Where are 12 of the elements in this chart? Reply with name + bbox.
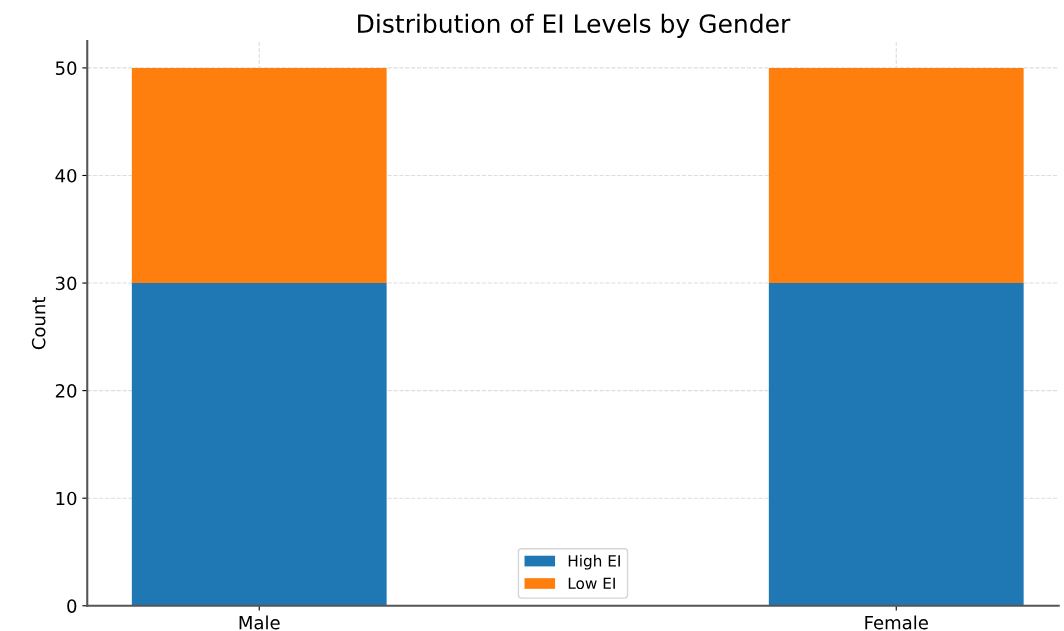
y-axis-title: Count: [31, 297, 46, 350]
legend-label: High EI: [568, 554, 620, 570]
x-tick-label: Female: [865, 615, 928, 630]
chart-title: Distribution of EI Levels by Gender: [358, 13, 791, 38]
y-tick-label: 20: [55, 384, 77, 398]
y-tick-label: 30: [55, 276, 77, 291]
y-tick-label: 0: [67, 599, 77, 613]
x-tick-label: Male: [239, 615, 280, 630]
y-tick-label: 40: [55, 168, 77, 183]
y-tick-label: 10: [56, 491, 77, 506]
y-tick-label: 50: [55, 61, 77, 76]
legend-label: Low EI: [568, 577, 615, 590]
